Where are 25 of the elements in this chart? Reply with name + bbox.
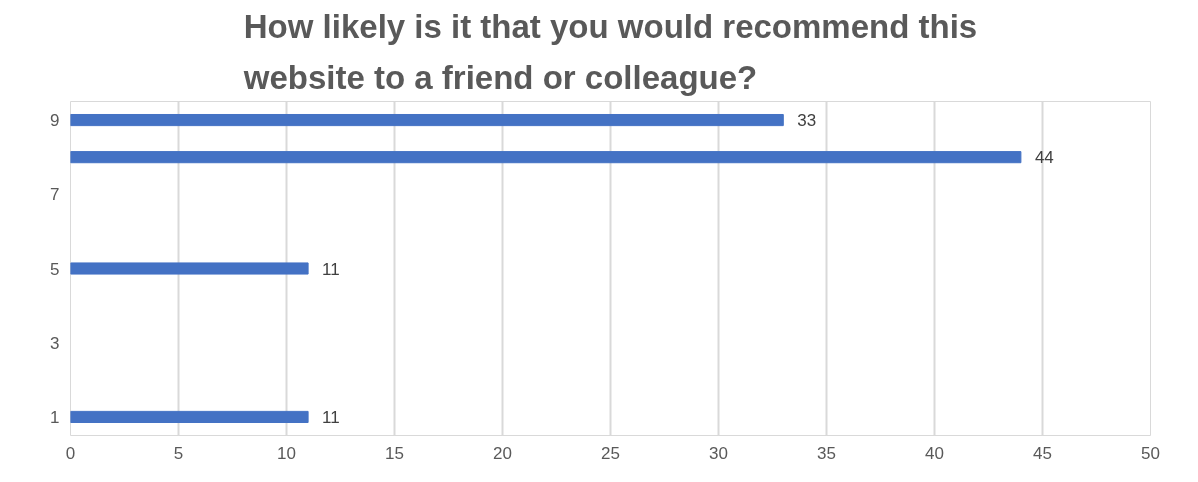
x-tick-label: 25 (601, 443, 620, 463)
x-tick-label: 5 (173, 443, 184, 463)
x-tick-label: 30 (709, 443, 728, 463)
x-tick-label: 35 (817, 443, 836, 463)
data-label: 44 (1034, 148, 1054, 168)
data-label: 33 (797, 111, 817, 131)
bar (70, 113, 784, 127)
bar (70, 151, 1022, 164)
data-label: 11 (322, 259, 340, 279)
x-tick-label: 50 (1141, 443, 1160, 463)
y-tick-label: 7 (50, 185, 60, 205)
x-tick-label: 45 (1033, 443, 1052, 463)
data-label: 11 (322, 407, 340, 427)
x-tick-label: 20 (493, 443, 512, 463)
x-tick-label: 40 (925, 443, 944, 463)
x-tick-label: 15 (385, 443, 404, 463)
x-tick-label: 10 (277, 443, 296, 463)
y-tick-label: 9 (50, 111, 60, 131)
y-tick-label: 3 (50, 333, 60, 353)
chart-title: How likely is it that you would recommend this website to a friend or colleague? (242, 7, 978, 97)
y-tick-label: 1 (50, 407, 60, 427)
bar (70, 262, 309, 275)
y-tick-label: 5 (50, 259, 60, 279)
bar (70, 410, 309, 424)
x-tick-label: 0 (65, 443, 76, 463)
